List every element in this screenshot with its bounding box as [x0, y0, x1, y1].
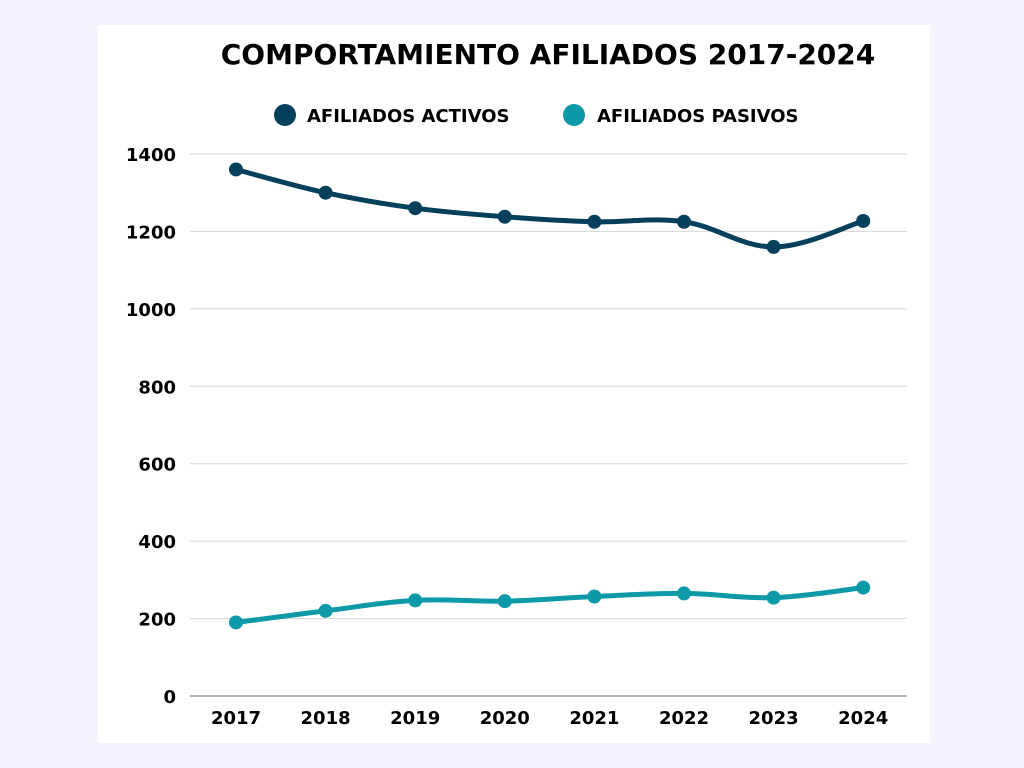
x-tick-label: 2021 — [569, 708, 619, 729]
y-tick-label: 400 — [138, 532, 176, 553]
legend-marker-pasivos — [563, 104, 585, 126]
legend-item-pasivos: AFILIADOS PASIVOS — [563, 104, 799, 127]
legend-label-pasivos: AFILIADOS PASIVOS — [597, 106, 799, 127]
y-tick-label: 1000 — [126, 300, 176, 321]
series-line-activos — [233, 166, 866, 250]
x-tick-label: 2022 — [659, 708, 709, 729]
y-tick-label: 0 — [163, 687, 176, 708]
y-tick-label: 200 — [138, 610, 176, 631]
data-point-pasivos-2023 — [766, 590, 781, 605]
data-point-activos-2024 — [856, 213, 871, 228]
legend-item-activos: AFILIADOS ACTIVOS — [274, 104, 510, 127]
data-point-pasivos-2019 — [408, 593, 423, 608]
y-axis: 0 200 400 600 800 1000 1200 1400 — [126, 145, 176, 708]
gridlines — [190, 153, 907, 697]
data-point-activos-2020 — [497, 209, 512, 224]
data-point-pasivos-2021 — [587, 589, 602, 604]
y-tick-label: 800 — [138, 377, 176, 398]
legend-label-activos: AFILIADOS ACTIVOS — [307, 106, 510, 127]
y-tick-label: 1200 — [126, 222, 176, 243]
series-line-pasivos — [233, 585, 866, 625]
chart-title: COMPORTAMIENTO AFILIADOS 2017-2024 — [221, 38, 876, 71]
series-pasivos — [229, 580, 871, 630]
data-point-activos-2021 — [587, 214, 602, 229]
x-tick-label: 2017 — [211, 708, 261, 729]
data-point-pasivos-2020 — [497, 594, 512, 609]
x-tick-label: 2018 — [301, 708, 351, 729]
x-tick-label: 2023 — [749, 708, 799, 729]
data-point-pasivos-2018 — [318, 603, 333, 618]
data-point-activos-2022 — [677, 214, 691, 229]
x-tick-label: 2019 — [390, 708, 440, 729]
data-point-activos-2017 — [229, 162, 243, 177]
data-point-activos-2018 — [318, 185, 333, 200]
x-axis: 2017 2018 2019 2020 2021 2022 2023 2024 — [211, 708, 888, 729]
x-tick-label: 2020 — [480, 708, 530, 729]
series-activos — [229, 162, 871, 254]
data-point-activos-2023 — [766, 239, 781, 254]
data-point-activos-2019 — [408, 201, 423, 216]
data-point-pasivos-2022 — [677, 586, 691, 601]
series-group — [229, 162, 871, 630]
legend: AFILIADOS ACTIVOS AFILIADOS PASIVOS — [274, 104, 799, 127]
x-tick-label: 2024 — [838, 708, 888, 729]
data-point-pasivos-2017 — [229, 615, 243, 630]
y-tick-label: 600 — [138, 455, 176, 476]
y-tick-label: 1400 — [126, 145, 176, 166]
legend-marker-activos — [274, 104, 296, 126]
data-point-pasivos-2024 — [856, 580, 871, 595]
